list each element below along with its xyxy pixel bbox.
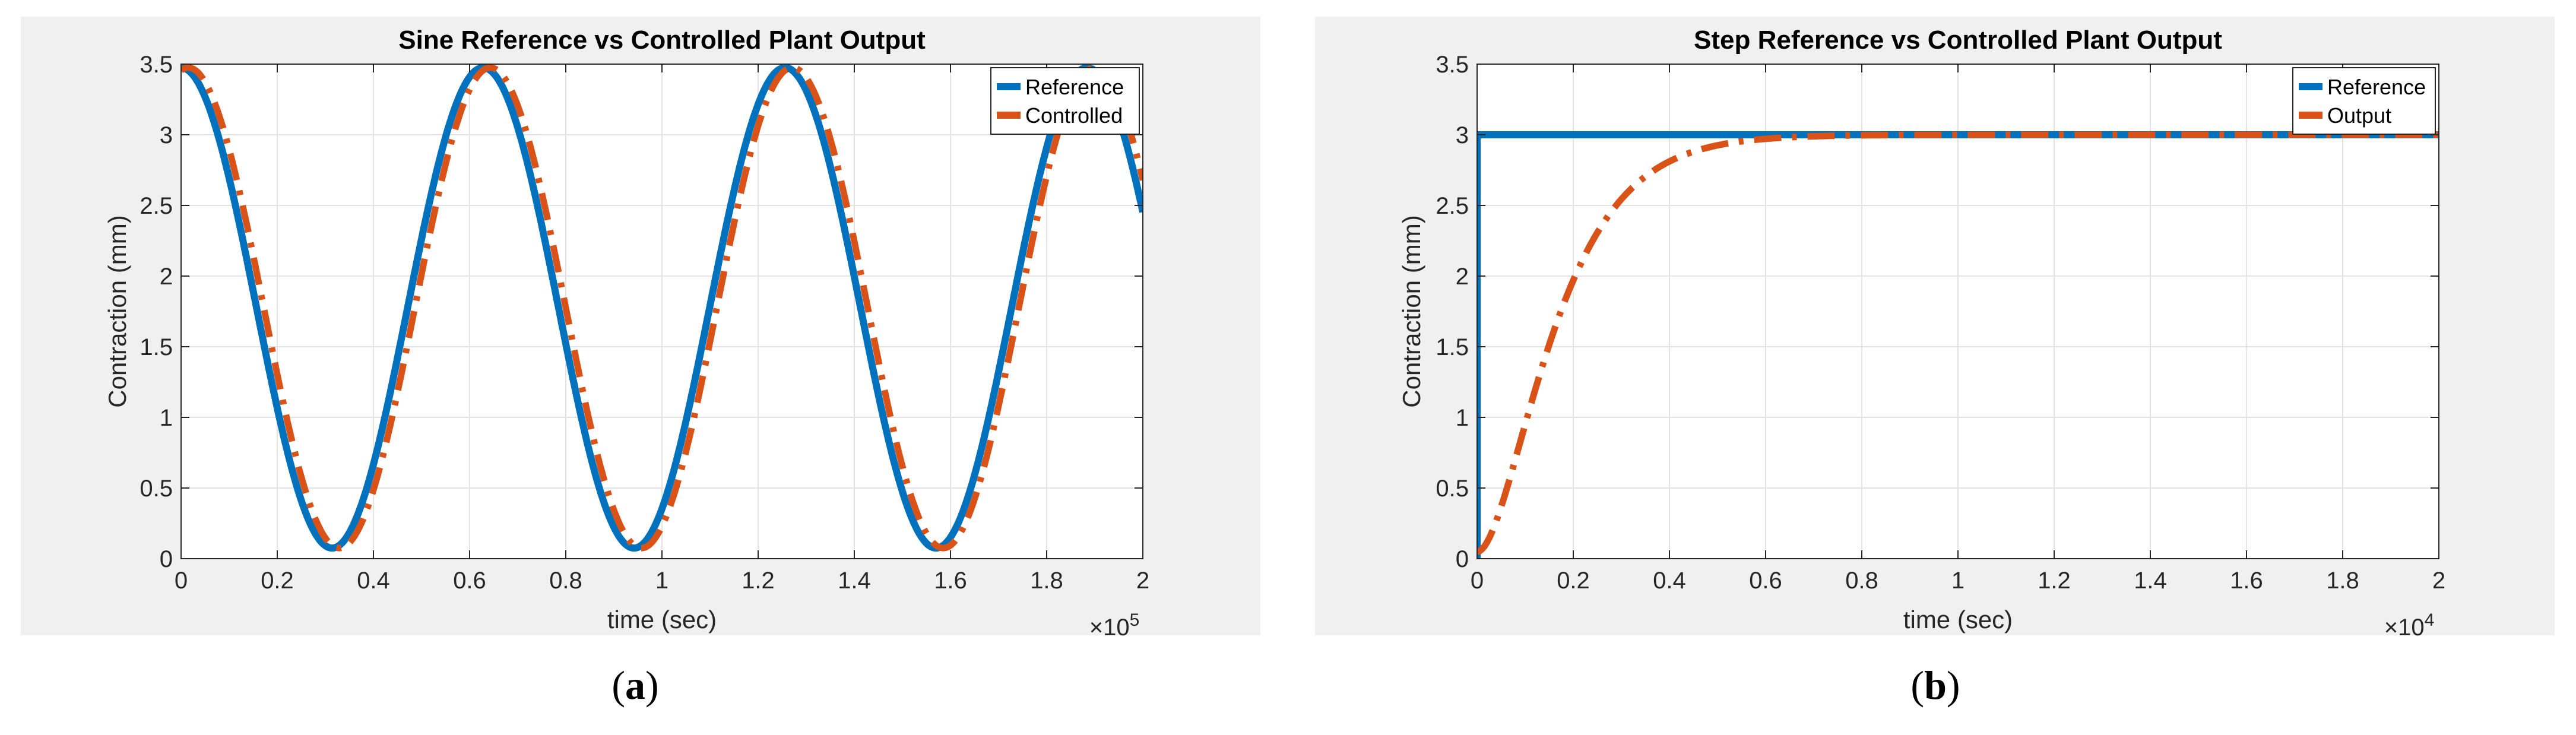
y-tick-label: 2.5 <box>1436 193 1469 219</box>
chart-b-legend: Reference Output <box>2292 67 2436 135</box>
x-tick-label: 0 <box>175 568 188 594</box>
y-tick-label: 1.5 <box>140 334 173 360</box>
y-tick-label: 3 <box>160 122 173 148</box>
chart-a-x-axis-label: time (sec) <box>607 606 717 633</box>
legend-box <box>2292 67 2436 135</box>
y-tick-label: 2.5 <box>140 193 173 219</box>
chart-a-x-multiplier-base: ×10 <box>1089 614 1130 641</box>
chart-b-lines <box>1477 131 2439 559</box>
legend-label-output: Output <box>2327 103 2391 128</box>
legend-label-controlled: Controlled <box>1025 103 1123 128</box>
y-tick-label: 2 <box>1456 264 1469 290</box>
chart-a-ticks: 0 0.2 0.4 0.6 0.8 1 1.2 1.4 1.6 1.8 2 0 0.5 1 1.5 2 2.5 3… <box>140 52 1149 594</box>
y-tick-label: 3 <box>1456 122 1469 148</box>
legend-box <box>990 67 1140 135</box>
x-tick-label: 1 <box>655 568 668 594</box>
x-tick-label: 1.4 <box>838 568 871 594</box>
x-tick-label: 2 <box>2432 568 2445 594</box>
legend-label-reference: Reference <box>1025 75 1124 99</box>
x-tick-label: 1.2 <box>742 568 775 594</box>
chart-b-title: Step Reference vs Controlled Plant Outpu… <box>1694 26 2222 55</box>
chart-b-x-multiplier-exponent: 4 <box>2425 610 2435 630</box>
x-tick-label: 0.2 <box>1557 568 1590 594</box>
y-tick-label: 1 <box>1456 405 1469 431</box>
y-tick-label: 0 <box>1456 546 1469 572</box>
chart-b-x-axis-label: time (sec) <box>1903 606 2013 633</box>
y-tick-label: 1.5 <box>1436 334 1469 360</box>
series-line-reference <box>181 64 1143 552</box>
y-tick-label: 0 <box>160 546 173 572</box>
chart-b: 0 0.2 0.4 0.6 0.8 1 1.2 1.4 1.6 1.8 2 0 0.5 1 1.5 2 2.5 3… <box>1398 26 2445 641</box>
x-tick-label: 1.8 <box>2326 568 2359 594</box>
series-line-reference <box>1477 131 2439 559</box>
x-tick-label: 1.6 <box>2230 568 2263 594</box>
x-tick-label: 2 <box>1136 568 1149 594</box>
y-tick-label: 0.5 <box>140 476 173 502</box>
chart-a: 0 0.2 0.4 0.6 0.8 1 1.2 1.4 1.6 1.8 2 0 0.5 1 1.5 2 2.5 3… <box>103 26 1149 641</box>
chart-a-lines <box>181 64 1143 552</box>
legend-label-reference: Reference <box>2327 75 2426 99</box>
x-tick-label: 0 <box>1471 568 1484 594</box>
chart-b-x-multiplier: ×104 <box>2384 610 2435 641</box>
x-tick-label: 0.6 <box>1749 568 1782 594</box>
y-tick-label: 0.5 <box>1436 476 1469 502</box>
x-tick-label: 1.8 <box>1030 568 1063 594</box>
chart-a-x-multiplier: ×105 <box>1089 610 1140 641</box>
y-tick-label: 2 <box>160 264 173 290</box>
x-tick-label: 1.6 <box>934 568 967 594</box>
chart-b-y-axis-label: Contraction (mm) <box>1398 215 1425 407</box>
chart-b-x-multiplier-base: ×10 <box>2384 614 2425 641</box>
x-tick-label: 0.4 <box>357 568 390 594</box>
y-tick-label: 3.5 <box>1436 52 1469 78</box>
y-tick-label: 1 <box>160 405 173 431</box>
chart-a-legend: Reference Controlled <box>990 67 1140 135</box>
x-tick-label: 1 <box>1951 568 1965 594</box>
y-tick-label: 3.5 <box>140 52 173 78</box>
x-tick-label: 1.2 <box>2038 568 2071 594</box>
caption-b-letter: b <box>1924 663 1947 708</box>
caption-a: (a) <box>611 663 659 708</box>
x-tick-label: 0.4 <box>1653 568 1686 594</box>
chart-a-y-axis-label: Contraction (mm) <box>103 215 131 407</box>
chart-a-x-multiplier-exponent: 5 <box>1130 610 1140 630</box>
x-tick-label: 0.6 <box>453 568 486 594</box>
caption-a-letter: a <box>625 663 645 708</box>
x-tick-label: 0.8 <box>549 568 582 594</box>
chart-a-title: Sine Reference vs Controlled Plant Outpu… <box>398 26 926 55</box>
x-tick-label: 0.2 <box>261 568 294 594</box>
caption-b: (b) <box>1910 663 1960 708</box>
x-tick-label: 1.4 <box>2134 568 2167 594</box>
x-tick-label: 0.8 <box>1845 568 1878 594</box>
chart-b-ticks: 0 0.2 0.4 0.6 0.8 1 1.2 1.4 1.6 1.8 2 0 0.5 1 1.5 2 2.5 3… <box>1436 52 2445 594</box>
